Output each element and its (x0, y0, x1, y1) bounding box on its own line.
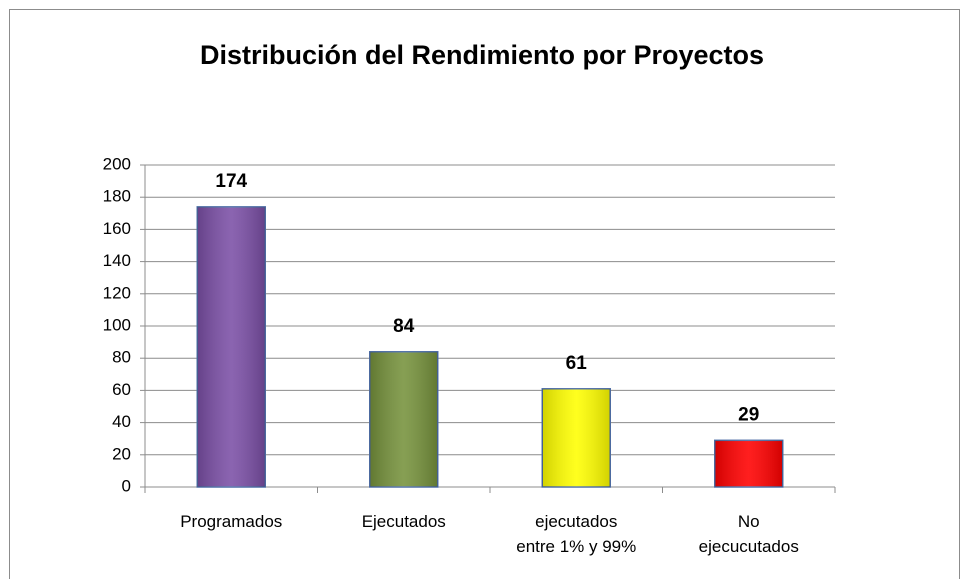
x-tick-label: No ejecucutados (698, 512, 799, 556)
y-tick-label: 120 (103, 283, 131, 302)
bar-shine (714, 440, 783, 487)
value-label: 29 (738, 404, 759, 425)
y-tick-label: 60 (112, 380, 131, 399)
bar-shine (542, 388, 611, 487)
value-label: 61 (566, 353, 588, 374)
y-tick-label: 180 (103, 187, 131, 206)
value-label: 84 (393, 316, 415, 337)
y-tick-label: 80 (112, 348, 131, 367)
y-tick-label: 160 (103, 219, 131, 238)
chart-title: Distribución del Rendimiento por Proyect… (200, 40, 764, 70)
y-tick-label: 0 (122, 476, 131, 495)
y-tick-label: 20 (112, 444, 131, 463)
x-tick-label: Programados (180, 512, 283, 531)
y-tick-label: 40 (112, 412, 131, 431)
x-tick-label: ejecutados entre 1% y 99% (516, 512, 637, 556)
y-tick-label: 140 (103, 251, 131, 270)
y-tick-label: 200 (103, 154, 131, 173)
y-tick-label: 100 (103, 315, 131, 334)
bar-shine (197, 206, 266, 488)
x-tick-label: Ejecutados (361, 512, 446, 531)
bar-shine (369, 351, 438, 487)
value-label: 174 (215, 171, 247, 192)
